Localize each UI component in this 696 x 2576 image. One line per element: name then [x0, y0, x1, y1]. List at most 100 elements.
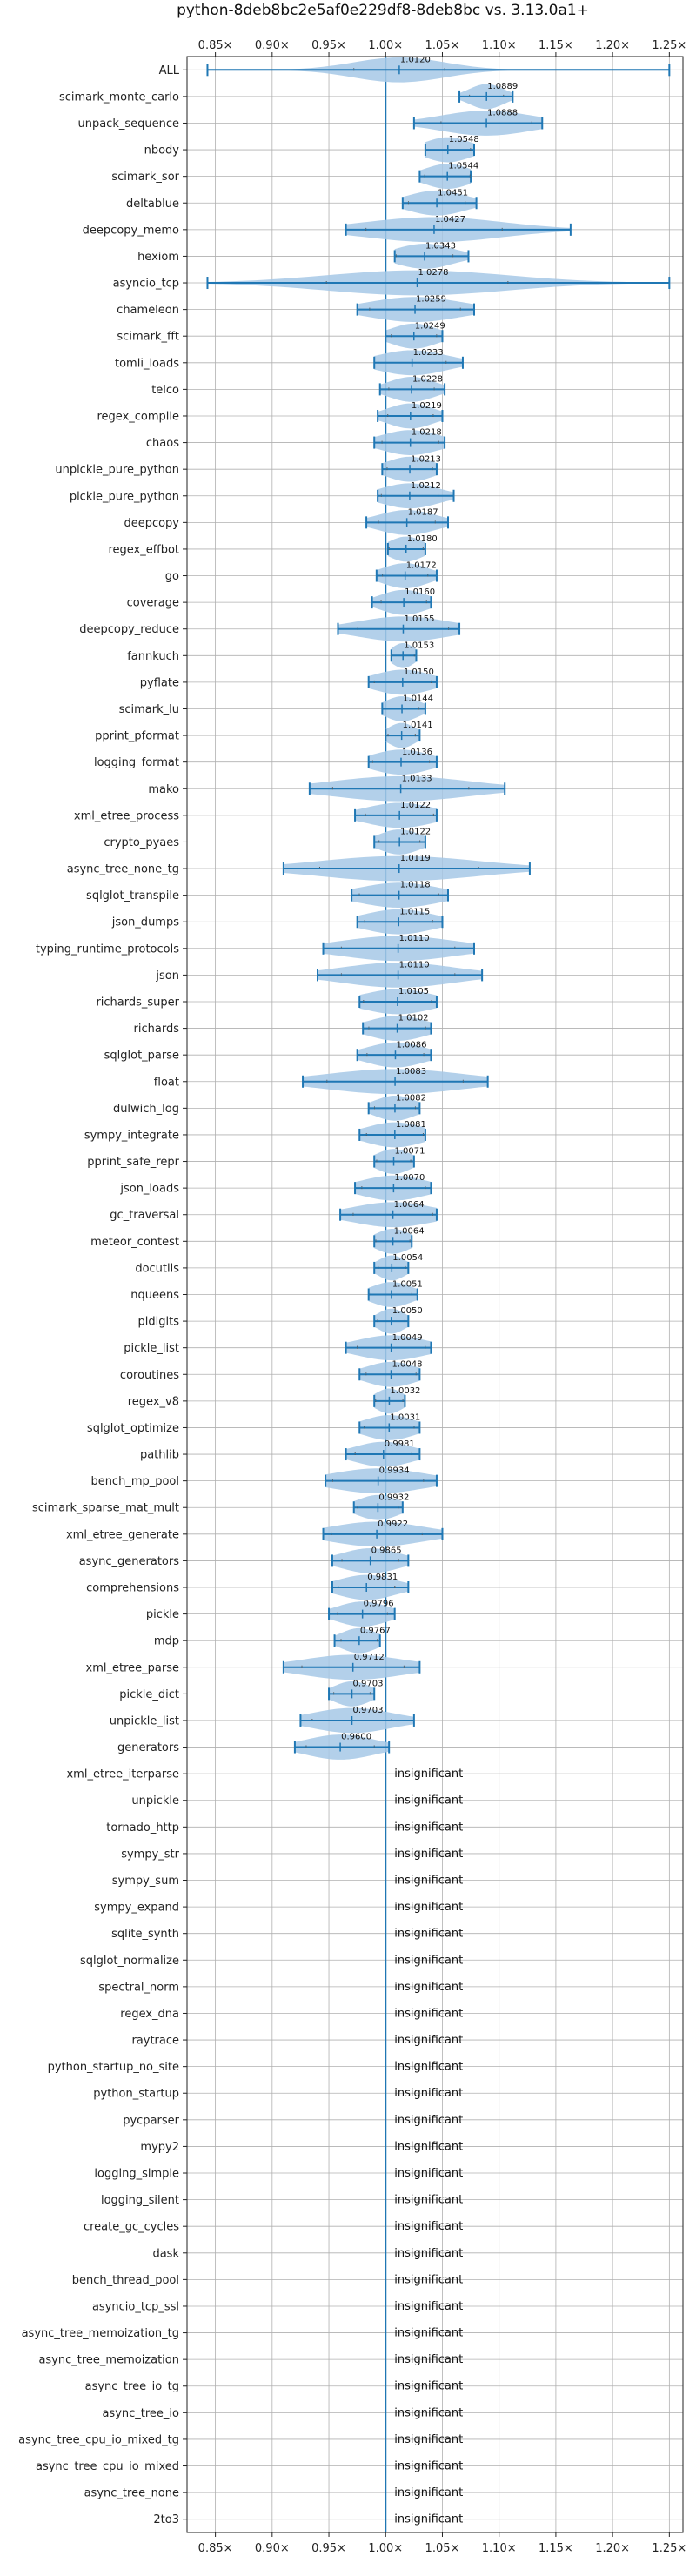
violin-scimark_fft — [385, 323, 444, 349]
violin-value-label: 1.0082 — [396, 1093, 426, 1103]
violin-value-label: 1.0049 — [392, 1333, 423, 1343]
x-tick-label-top: 0.90× — [255, 39, 290, 52]
violin-ALL — [206, 57, 671, 83]
violin-value-label: 1.0160 — [405, 587, 435, 597]
violin-json — [317, 963, 484, 988]
benchmark-label: json_loads — [119, 1183, 179, 1196]
x-tick-label-top: 1.10× — [482, 39, 517, 52]
violin-value-label: 0.9934 — [379, 1466, 410, 1476]
violin-scimark_monte_carlo — [458, 84, 514, 110]
violin-deepcopy_reduce — [337, 616, 461, 642]
benchmark-label: sympy_str — [121, 1848, 179, 1861]
violin-mdp — [333, 1627, 381, 1654]
violin-pickle_dict — [328, 1681, 376, 1707]
benchmark-label: xml_etree_process — [74, 809, 179, 822]
insignificant-label: insignificant — [394, 2220, 463, 2233]
insignificant-label: insignificant — [394, 2353, 463, 2366]
benchmark-label: async_tree_none_tg — [67, 863, 179, 876]
violin-value-label: 1.0155 — [404, 614, 434, 624]
violin-xml_etree_parse — [282, 1654, 421, 1680]
chart-title: python-8deb8bc2e5af0e229df8-8deb8bc vs. … — [177, 2, 589, 19]
violin-value-label: 0.9865 — [371, 1546, 402, 1555]
violin-value-label: 1.0153 — [404, 641, 434, 650]
violin-value-label: 1.0086 — [396, 1040, 426, 1050]
benchmark-label: sqlglot_normalize — [80, 1955, 179, 1968]
x-tick-label-bottom: 1.05× — [425, 2542, 460, 2555]
insignificant-label: insignificant — [394, 2380, 463, 2393]
benchmark-label: regex_compile — [97, 410, 179, 423]
benchmark-label: mdp — [154, 1635, 179, 1648]
benchmark-label: pycparser — [123, 2114, 179, 2127]
violin-value-label: 1.0228 — [412, 374, 443, 384]
insignificant-label: insignificant — [394, 2194, 463, 2207]
violin-regex_effbot — [386, 536, 426, 562]
violin-sqlglot_transpile — [351, 882, 449, 908]
violin-dulwich_log — [367, 1095, 421, 1121]
benchmark-label: telco — [151, 384, 179, 397]
violin-fannkuch — [390, 642, 418, 668]
violin-gc_traversal — [339, 1202, 438, 1228]
violin-value-label: 0.9981 — [385, 1439, 415, 1449]
violin-value-label: 0.9600 — [341, 1733, 371, 1742]
benchmark-label: raytrace — [131, 2035, 179, 2048]
benchmark-label: sympy_sum — [112, 1875, 179, 1888]
insignificant-label: insignificant — [394, 1794, 463, 1808]
violin-value-label: 1.0544 — [448, 162, 478, 171]
insignificant-label: insignificant — [394, 2087, 463, 2100]
benchmark-label: unpack_sequence — [77, 117, 179, 131]
violin-pickle — [328, 1601, 396, 1627]
insignificant-label: insignificant — [394, 2460, 463, 2473]
violin-sympy_integrate — [358, 1122, 426, 1148]
violin-value-label: 1.0071 — [395, 1147, 425, 1157]
benchmark-label: sympy_integrate — [84, 1129, 179, 1142]
violin-crypto_pyaes — [373, 829, 426, 855]
benchmark-label: xml_etree_generate — [66, 1528, 179, 1541]
benchmark-label: sqlglot_optimize — [87, 1422, 179, 1435]
benchmark-label: python_startup_no_site — [48, 2061, 179, 2074]
benchmark-label: 2to3 — [153, 2513, 179, 2526]
violin-value-label: 1.0141 — [403, 721, 433, 730]
benchmark-label: sqlglot_transpile — [86, 889, 179, 902]
violin-json_dumps — [356, 909, 444, 935]
violin-layer — [206, 57, 671, 2532]
violin-value-label: 0.9922 — [378, 1519, 408, 1529]
benchmark-label: meteor_contest — [90, 1236, 179, 1249]
benchmark-label: async_tree_io — [102, 2407, 179, 2420]
violin-deepcopy — [365, 509, 449, 535]
benchmark-label: nqueens — [130, 1289, 179, 1302]
violin-value-label: 1.0249 — [415, 321, 445, 331]
insignificant-label: insignificant — [394, 1928, 463, 1941]
violin-hexiom — [393, 244, 470, 269]
violin-docutils — [373, 1255, 410, 1281]
violin-value-label: 1.0548 — [449, 135, 479, 144]
violin-typing_runtime_protocols — [322, 936, 475, 962]
violin-bench_mp_pool — [325, 1468, 438, 1494]
benchmark-label: deepcopy_reduce — [79, 623, 179, 636]
benchmark-label: bench_mp_pool — [90, 1475, 179, 1488]
insignificant-label: insignificant — [394, 1875, 463, 1888]
insignificant-label: insignificant — [394, 2061, 463, 2074]
violin-value-label: 0.9712 — [354, 1653, 385, 1662]
benchmark-label: sympy_expand — [94, 1902, 179, 1915]
violin-scimark_sor — [418, 164, 472, 190]
violin-value-label: 1.0054 — [392, 1253, 423, 1263]
benchmark-label: logging_format — [94, 756, 179, 769]
x-tick-label-bottom: 0.90× — [255, 2542, 290, 2555]
violin-value-label: 1.0144 — [403, 694, 433, 704]
benchmark-label: chaos — [146, 437, 179, 450]
violin-generators — [293, 1734, 391, 1760]
violin-pickle_pure_python — [377, 483, 455, 509]
benchmark-label: coroutines — [120, 1369, 179, 1382]
benchmark-label: pickle_list — [124, 1342, 179, 1355]
violin-richards — [362, 1016, 432, 1041]
insignificant-label: insignificant — [394, 2433, 463, 2446]
violin-coroutines — [358, 1361, 421, 1387]
x-tick-label-bottom: 0.85× — [198, 2542, 233, 2555]
violin-xml_etree_generate — [322, 1521, 444, 1547]
violin-deltablue — [401, 190, 478, 216]
violin-value-label: 1.0032 — [390, 1386, 420, 1396]
insignificant-label: insignificant — [394, 1954, 463, 1967]
violin-telco — [378, 377, 446, 402]
violin-value-label: 1.0218 — [412, 428, 442, 438]
